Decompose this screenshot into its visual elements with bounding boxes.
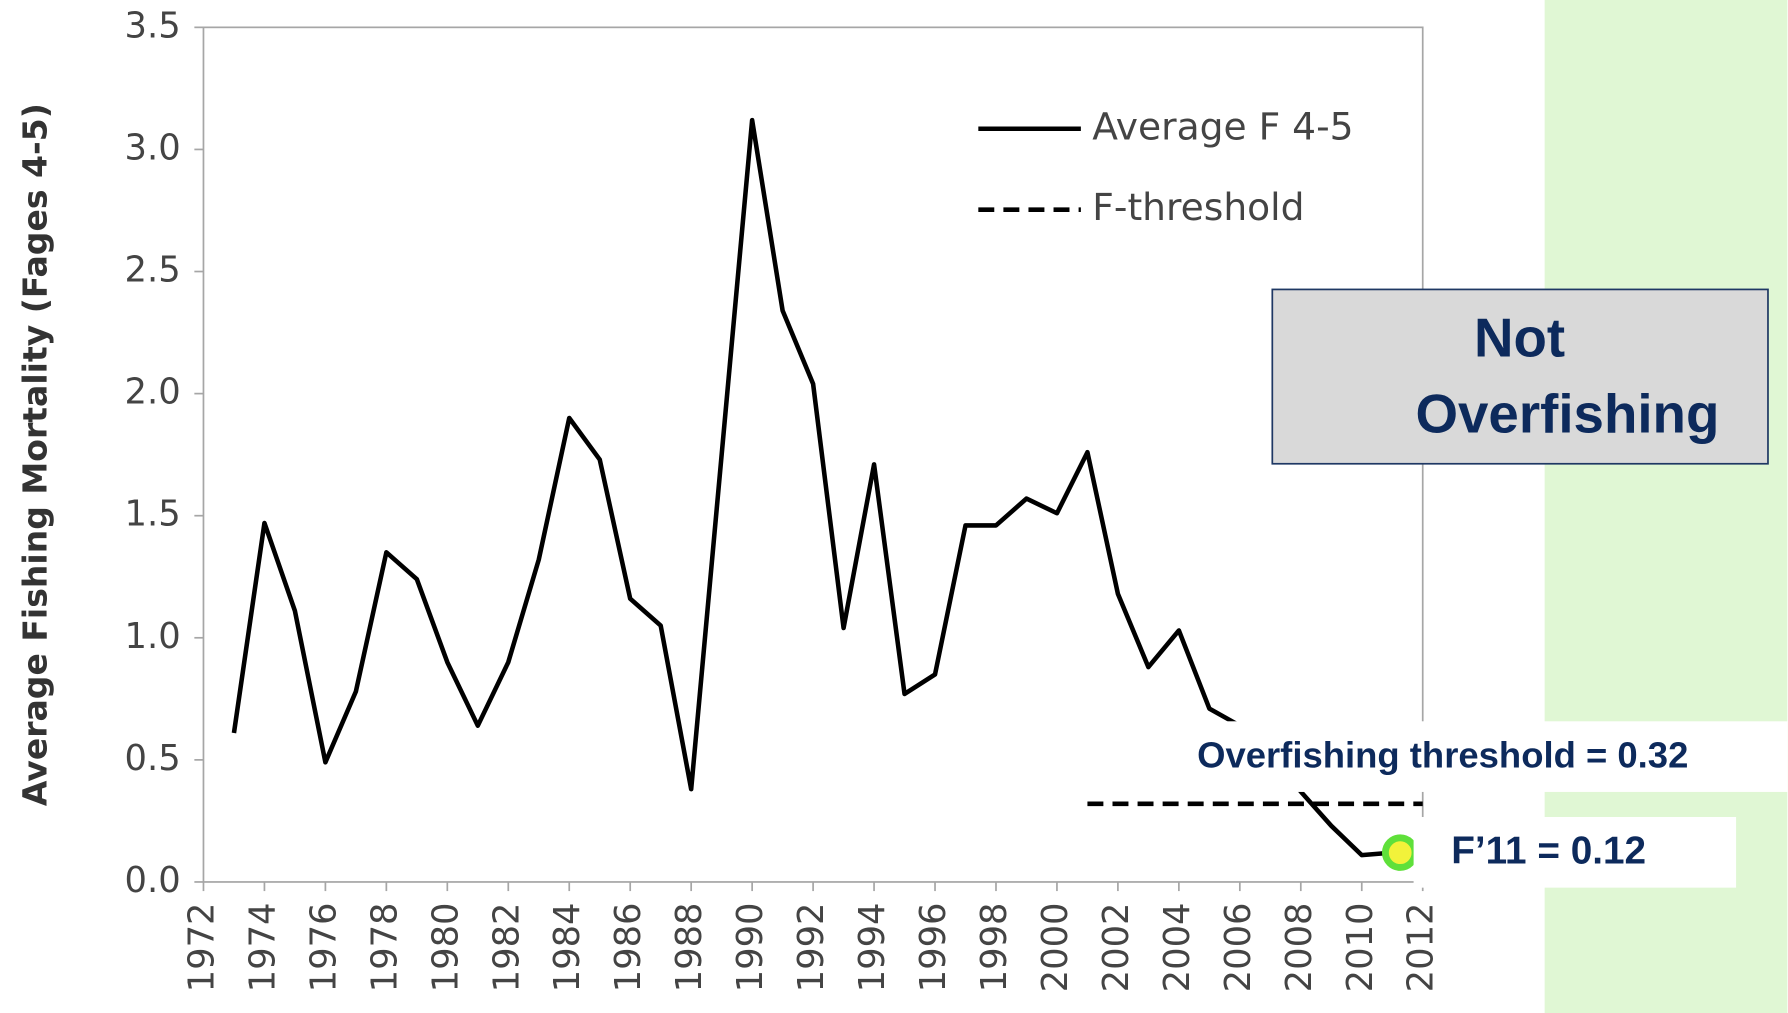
legend-label: Average F 4-5 <box>1092 104 1353 148</box>
y-tick-label: 3.0 <box>125 127 181 168</box>
x-tick-label: 2006 <box>1218 902 1259 992</box>
x-tick-label: 2004 <box>1157 902 1198 992</box>
label-bg <box>1185 721 1788 792</box>
x-tick-label: 2008 <box>1279 902 1320 992</box>
highlight-point <box>1381 834 1419 871</box>
series-line <box>231 117 1393 858</box>
status-text: Overfishing <box>1415 383 1719 445</box>
x-tick-label: 1988 <box>669 902 710 992</box>
y-tick-label: 1.5 <box>125 494 181 535</box>
x-tick-label: 2010 <box>1340 902 1381 992</box>
x-tick-label: 1982 <box>486 902 527 992</box>
label-bg <box>1413 817 1737 888</box>
threshold-label: Overfishing threshold = 0.32 <box>1197 734 1688 775</box>
x-tick-label: 1998 <box>974 902 1015 992</box>
y-tick-label: 2.5 <box>125 250 181 291</box>
x-tick-label: 1992 <box>791 902 832 992</box>
x-tick-label: 1996 <box>913 902 954 992</box>
y-tick-label: 0.5 <box>125 738 181 779</box>
x-tick-label: 1976 <box>303 902 344 992</box>
x-tick-label: 1978 <box>364 902 405 992</box>
x-tick-label: 1994 <box>852 902 893 992</box>
x-tick-label: 2012 <box>1401 902 1442 992</box>
y-tick-label: 1.0 <box>125 616 181 657</box>
x-tick-label: 1990 <box>730 902 771 992</box>
x-tick-label: 1972 <box>181 902 222 992</box>
x-tick-label: 1980 <box>425 902 466 992</box>
x-tick-label: 2000 <box>1035 902 1076 992</box>
y-tick-label: 3.5 <box>125 5 181 46</box>
marks: 0.0 0.5 1.0 1.5 2.0 2.5 3.0 3.5 1972 1974 1976 1978… <box>125 5 1442 992</box>
status-text: Not <box>1474 306 1565 368</box>
x-tick-label: 1974 <box>242 902 283 992</box>
y-tick-label: 0.0 <box>125 860 181 901</box>
legend-label: F-threshold <box>1092 185 1304 229</box>
x-tick-label: 2002 <box>1096 902 1137 992</box>
current-f-label: F’11 = 0.12 <box>1451 830 1646 873</box>
x-tick-label: 1986 <box>608 902 649 992</box>
y-tick-label: 2.0 <box>125 372 181 413</box>
status-box <box>1271 288 1769 465</box>
y-axis-label: Average Fishing Mortality (Fages 4-5) <box>16 103 55 806</box>
x-tick-label: 1984 <box>547 902 588 992</box>
